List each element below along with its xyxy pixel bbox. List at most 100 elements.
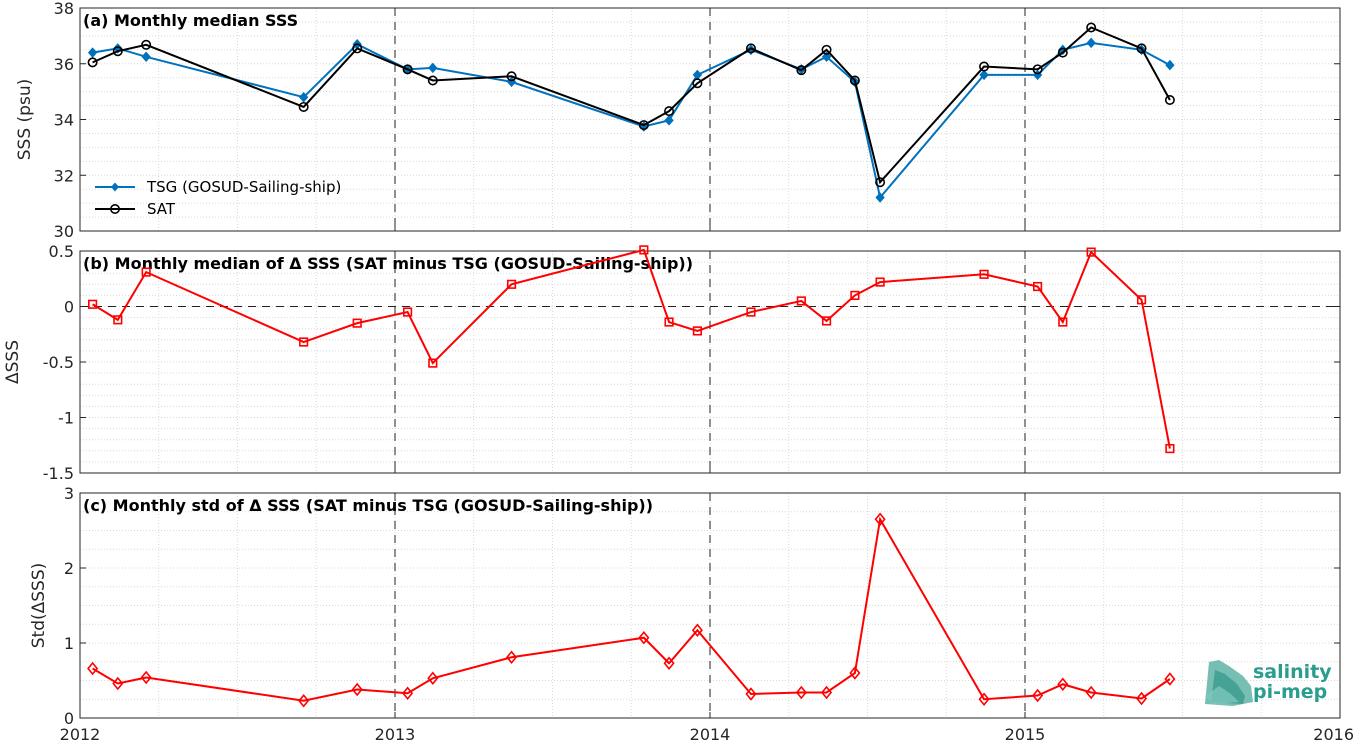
data-point-marker: [506, 279, 517, 289]
y-tick-label: -1.5: [43, 464, 74, 483]
series-line: [92, 516, 1171, 702]
data-point-marker: [1136, 691, 1148, 706]
data-point-marker: [1086, 247, 1096, 257]
data-point-marker: [141, 267, 151, 277]
data-point-marker: [692, 326, 702, 336]
data-point-marker: [87, 47, 98, 58]
data-point-marker: [874, 512, 886, 527]
data-point-marker: [850, 290, 860, 301]
data-point-marker: [1164, 672, 1176, 686]
data-point-marker: [745, 43, 756, 54]
data-point-marker: [1057, 47, 1068, 58]
data-point-marker: [141, 51, 151, 63]
data-point-marker: [1136, 43, 1147, 54]
data-point-marker: [506, 650, 518, 665]
panel-title: (c) Monthly std of Δ SSS (SAT minus TSG …: [83, 496, 653, 515]
data-point-marker: [1165, 443, 1175, 454]
y-tick-label: 0: [64, 709, 74, 728]
y-axis-label: ΔSSS: [3, 340, 23, 384]
data-point-marker: [875, 177, 886, 188]
data-point-marker: [745, 687, 757, 701]
salinity-pimep-logo: salinity pi-mep: [1205, 660, 1332, 706]
data-point-marker: [795, 685, 807, 700]
data-point-marker: [821, 44, 832, 55]
data-point-marker: [821, 51, 832, 63]
data-point-marker: [140, 670, 152, 685]
data-point-marker: [663, 656, 675, 671]
legend-marker: [110, 204, 121, 215]
data-point-marker: [1086, 37, 1096, 49]
data-point-marker: [506, 71, 517, 82]
data-point-marker: [88, 299, 98, 309]
y-tick-label: 3: [64, 484, 74, 503]
data-point-marker: [1033, 281, 1043, 292]
data-point-marker: [1085, 685, 1097, 700]
data-point-marker: [1032, 64, 1043, 75]
y-tick-label: 30: [54, 222, 74, 241]
series-line: [92, 248, 1171, 449]
data-point-marker: [87, 661, 99, 676]
data-point-marker: [298, 91, 309, 103]
x-tick-label: 2013: [375, 725, 416, 744]
data-point-marker: [352, 318, 362, 328]
data-point-marker: [1165, 59, 1175, 71]
data-point-marker: [112, 676, 124, 691]
y-tick-label: 1: [64, 634, 74, 653]
data-point-marker: [1164, 94, 1175, 105]
data-point-marker: [1058, 317, 1068, 327]
data-point-marker: [1086, 22, 1097, 33]
y-tick-label: 34: [54, 111, 74, 130]
y-tick-label: 2: [64, 559, 74, 578]
logo-line1: salinity: [1253, 661, 1332, 683]
y-tick-label: 38: [54, 0, 74, 18]
data-point-marker: [1136, 295, 1147, 305]
x-tick-label: 2016: [1313, 725, 1354, 744]
panel-3: 0 1 2 3 2012 2013 2014 2015 2016 Std(ΔSSS) (c) Mon…: [29, 484, 1354, 744]
panel-title: (a) Monthly median SSS: [83, 11, 298, 30]
data-point-marker: [351, 682, 363, 697]
data-point-marker: [746, 307, 756, 317]
data-point-marker: [113, 43, 123, 54]
data-point-marker: [298, 101, 309, 112]
data-point-marker: [428, 358, 438, 368]
data-point-marker: [112, 46, 123, 57]
data-point-marker: [298, 693, 310, 708]
data-point-marker: [875, 192, 885, 203]
series-line: [92, 41, 1171, 200]
data-point-marker: [402, 307, 413, 317]
data-point-marker: [427, 75, 438, 86]
data-point-marker: [638, 120, 649, 131]
data-point-marker: [821, 316, 832, 326]
logo-line2: pi-mep: [1253, 681, 1327, 703]
y-tick-label: -0.5: [43, 353, 74, 372]
data-point-marker: [875, 277, 885, 287]
y-tick-label: 36: [54, 55, 74, 74]
x-tick-label: 2014: [690, 725, 731, 744]
data-point-marker: [87, 57, 98, 68]
data-point-marker: [113, 315, 123, 325]
y-tick-label: -1: [58, 409, 74, 428]
y-tick-label: 0: [64, 298, 74, 317]
data-point-marker: [978, 692, 990, 707]
data-point-marker: [691, 623, 703, 638]
data-point-marker: [821, 685, 833, 700]
y-tick-label: 32: [54, 166, 74, 185]
data-point-marker: [692, 78, 703, 89]
data-point-marker: [299, 337, 309, 347]
panel-2: -1.5 -1 -0.5 0 0.5 ΔSSS (b) Monthly median of …: [3, 242, 1341, 483]
legend-label: TSG (GOSUD-Sailing-ship): [146, 178, 341, 196]
data-point-marker: [979, 61, 990, 72]
y-tick-label: 0.5: [49, 242, 74, 261]
x-tick-label: 2012: [60, 725, 101, 744]
series-line: [92, 26, 1171, 185]
data-point-marker: [639, 245, 649, 255]
data-point-marker: [664, 115, 674, 126]
data-point-marker: [796, 65, 807, 76]
data-point-marker: [849, 666, 861, 680]
data-point-marker: [402, 686, 414, 701]
data-point-marker: [1057, 677, 1069, 692]
data-point-marker: [141, 39, 152, 50]
y-axis-label: SSS (psu): [15, 79, 35, 160]
